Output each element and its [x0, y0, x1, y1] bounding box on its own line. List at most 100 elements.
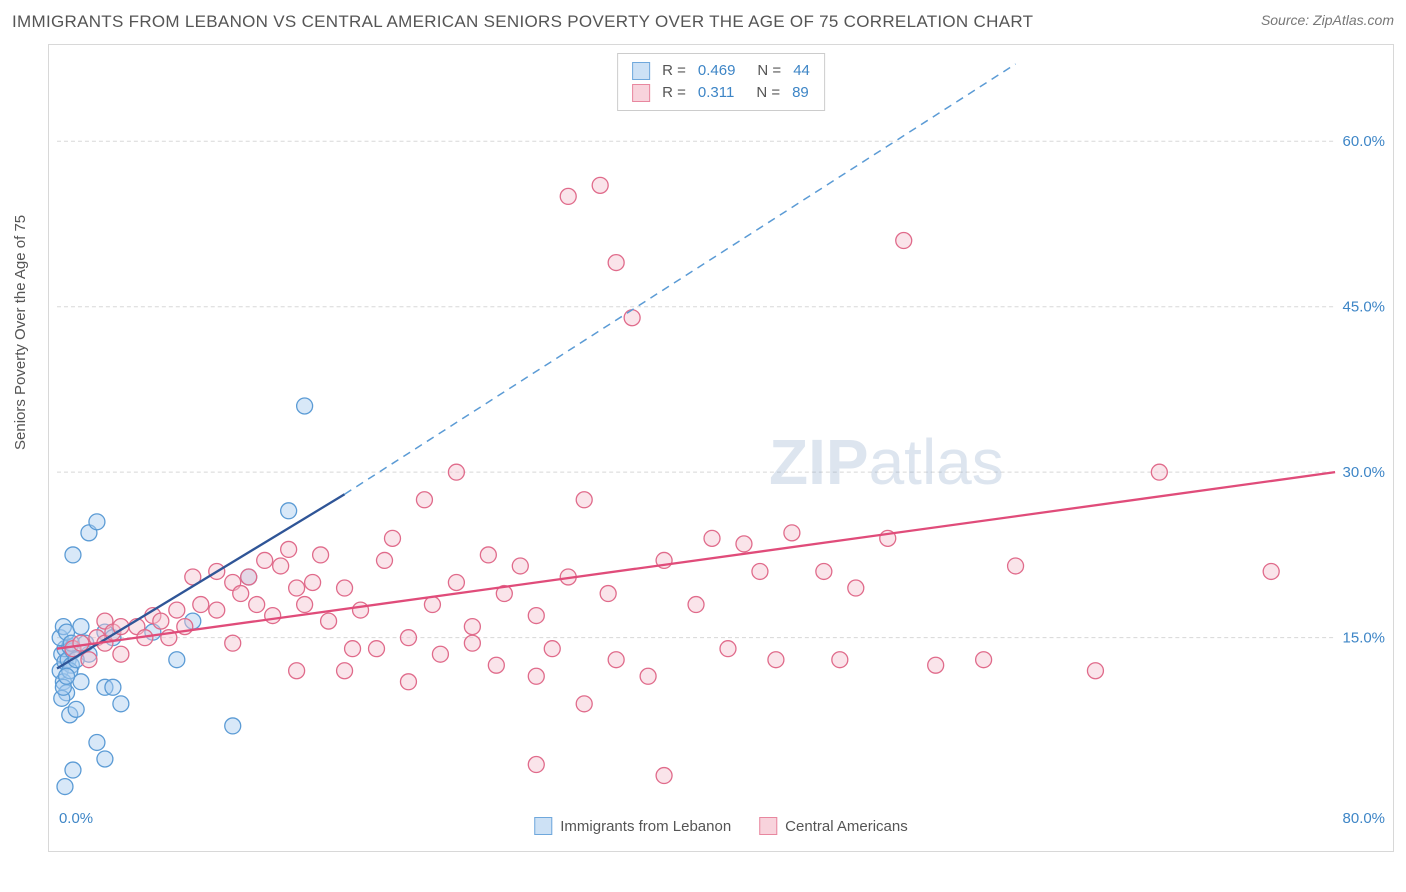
data-point — [281, 503, 297, 519]
data-point — [337, 663, 353, 679]
data-point — [289, 663, 305, 679]
data-point — [105, 679, 121, 695]
y-tick-label: 60.0% — [1343, 133, 1385, 150]
swatch-pink — [632, 84, 650, 102]
plot-svg: 15.0%30.0%45.0%60.0%0.0%80.0% — [49, 45, 1393, 851]
data-point — [1263, 563, 1279, 579]
data-point — [59, 668, 75, 684]
y-axis-label: Seniors Poverty Over the Age of 75 — [12, 215, 29, 450]
source-label: Source: ZipAtlas.com — [1261, 12, 1394, 28]
data-point — [321, 613, 337, 629]
data-point — [385, 530, 401, 546]
n-value-pink: 89 — [792, 82, 809, 104]
stats-row-blue: R = 0.469 N = 44 — [632, 60, 810, 82]
data-point — [448, 464, 464, 480]
data-point — [1151, 464, 1167, 480]
data-point — [640, 668, 656, 684]
legend-item-pink: Central Americans — [759, 817, 908, 835]
data-point — [89, 514, 105, 530]
data-point — [560, 188, 576, 204]
data-point — [576, 492, 592, 508]
y-tick-label: 30.0% — [1343, 464, 1385, 481]
data-point — [704, 530, 720, 546]
r-value-pink: 0.311 — [698, 82, 734, 104]
data-point — [688, 597, 704, 613]
data-point — [544, 641, 560, 657]
data-point — [432, 646, 448, 662]
data-point — [464, 619, 480, 635]
data-point — [608, 255, 624, 271]
data-point — [89, 734, 105, 750]
data-point — [400, 674, 416, 690]
data-point — [600, 586, 616, 602]
data-point — [928, 657, 944, 673]
data-point — [273, 558, 289, 574]
data-point — [1087, 663, 1103, 679]
stats-row-pink: R = 0.311 N = 89 — [632, 82, 810, 104]
data-point — [896, 233, 912, 249]
stats-legend: R = 0.469 N = 44 R = 0.311 N = 89 — [617, 53, 825, 111]
data-point — [592, 177, 608, 193]
chart-area: 15.0%30.0%45.0%60.0%0.0%80.0% ZIPatlas R… — [48, 44, 1394, 852]
data-point — [488, 657, 504, 673]
data-point — [369, 641, 385, 657]
n-value-blue: 44 — [793, 60, 810, 82]
data-point — [73, 635, 89, 651]
data-point — [528, 757, 544, 773]
data-point — [528, 668, 544, 684]
data-point — [528, 608, 544, 624]
swatch-pink — [759, 817, 777, 835]
data-point — [65, 547, 81, 563]
trend-line — [57, 472, 1335, 649]
data-point — [424, 597, 440, 613]
data-point — [281, 541, 297, 557]
r-label: R = — [662, 82, 686, 104]
data-point — [832, 652, 848, 668]
data-point — [784, 525, 800, 541]
legend-item-blue: Immigrants from Lebanon — [534, 817, 731, 835]
legend-label-pink: Central Americans — [785, 818, 908, 835]
x-tick-label-right: 80.0% — [1343, 810, 1385, 827]
title-bar: IMMIGRANTS FROM LEBANON VS CENTRAL AMERI… — [12, 12, 1394, 40]
data-point — [57, 779, 73, 795]
data-point — [608, 652, 624, 668]
data-point — [337, 580, 353, 596]
data-point — [720, 641, 736, 657]
data-point — [153, 613, 169, 629]
trend-line-dashed — [345, 64, 1016, 494]
data-point — [68, 701, 84, 717]
data-point — [209, 602, 225, 618]
data-point — [297, 597, 313, 613]
data-point — [113, 646, 129, 662]
x-tick-label-left: 0.0% — [59, 810, 93, 827]
data-point — [305, 575, 321, 591]
bottom-legend: Immigrants from Lebanon Central American… — [534, 817, 907, 835]
data-point — [193, 597, 209, 613]
data-point — [1008, 558, 1024, 574]
legend-label-blue: Immigrants from Lebanon — [560, 818, 731, 835]
data-point — [249, 597, 265, 613]
data-point — [512, 558, 528, 574]
data-point — [464, 635, 480, 651]
swatch-blue — [632, 62, 650, 80]
data-point — [257, 552, 273, 568]
data-point — [624, 310, 640, 326]
data-point — [225, 718, 241, 734]
data-point — [97, 751, 113, 767]
data-point — [225, 635, 241, 651]
data-point — [81, 652, 97, 668]
data-point — [113, 696, 129, 712]
data-point — [241, 569, 257, 585]
data-point — [289, 580, 305, 596]
data-point — [576, 696, 592, 712]
data-point — [416, 492, 432, 508]
n-label: N = — [757, 60, 781, 82]
data-point — [816, 563, 832, 579]
chart-title: IMMIGRANTS FROM LEBANON VS CENTRAL AMERI… — [12, 12, 1033, 31]
data-point — [480, 547, 496, 563]
swatch-blue — [534, 817, 552, 835]
data-point — [768, 652, 784, 668]
r-label: R = — [662, 60, 686, 82]
data-point — [345, 641, 361, 657]
data-point — [169, 652, 185, 668]
